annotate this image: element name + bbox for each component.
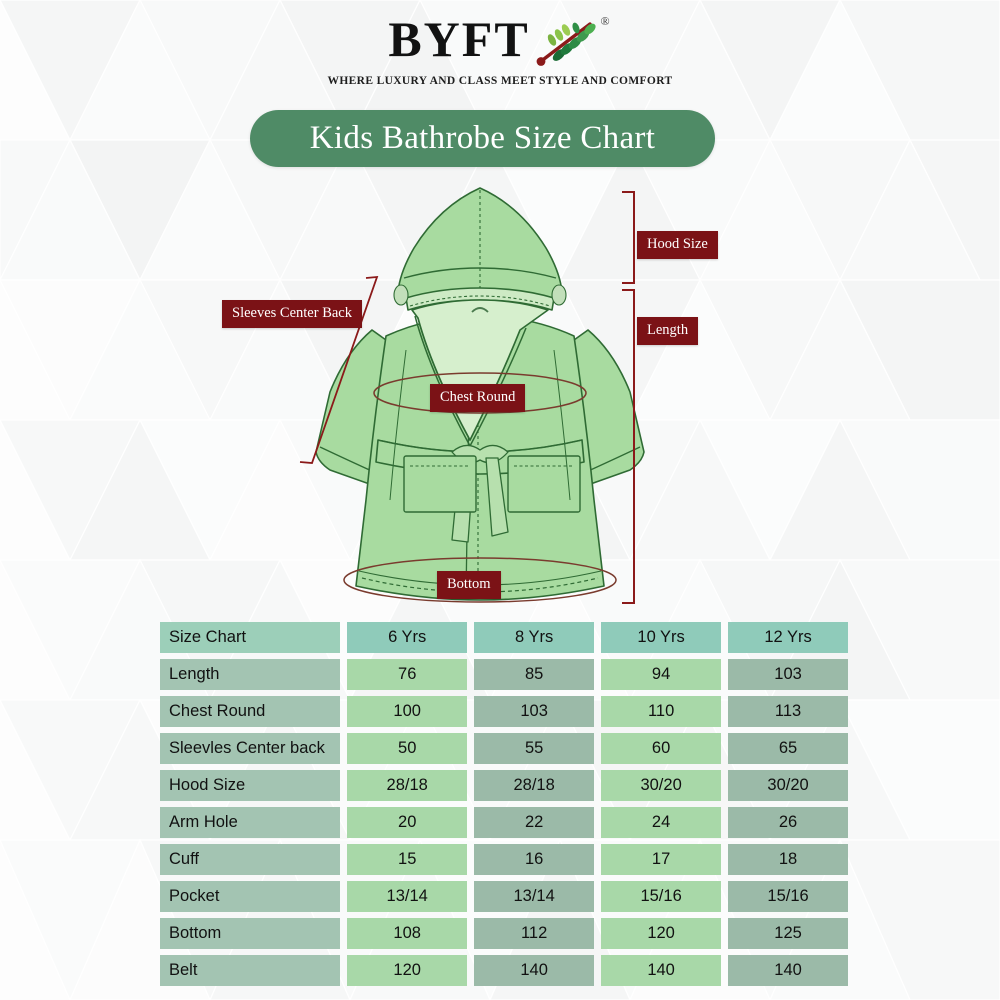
row-label: Bottom: [160, 918, 341, 949]
row-value: 55: [474, 733, 595, 764]
row-label: Pocket: [160, 881, 341, 912]
row-label: Hood Size: [160, 770, 341, 801]
table-row: Belt 120 140 140 140: [160, 955, 849, 986]
sleeves-center-back-bracket: [299, 275, 379, 464]
sleeves-center-back-label: Sleeves Center Back: [222, 300, 362, 328]
header-cell-size-chart: Size Chart: [160, 622, 341, 653]
row-value: 60: [601, 733, 722, 764]
registered-trademark-icon: ®: [600, 14, 610, 28]
bottom-ellipse: [343, 557, 617, 603]
row-value: 28/18: [474, 770, 595, 801]
row-value: 112: [474, 918, 595, 949]
row-value: 140: [601, 955, 722, 986]
length-label: Length: [637, 317, 699, 345]
row-value: 94: [601, 659, 722, 690]
row-value: 15: [347, 844, 468, 875]
row-value: 30/20: [728, 770, 849, 801]
page-title-banner: Kids Bathrobe Size Chart: [250, 110, 715, 167]
row-value: 24: [601, 807, 722, 838]
row-value: 50: [347, 733, 468, 764]
row-value: 113: [728, 696, 849, 727]
row-value: 140: [474, 955, 595, 986]
brand-tagline: WHERE LUXURY AND CLASS MEET STYLE AND CO…: [327, 75, 673, 87]
bathrobe-garment: [315, 187, 645, 601]
row-value: 103: [728, 659, 849, 690]
table-row: Arm Hole 20 22 24 26: [160, 807, 849, 838]
row-value: 28/18: [347, 770, 468, 801]
row-value: 18: [728, 844, 849, 875]
chest-round-ellipse: [373, 372, 587, 414]
table-row: Length 76 85 94 103: [160, 659, 849, 690]
row-value: 125: [728, 918, 849, 949]
header-cell-10-yrs: 10 Yrs: [601, 622, 722, 653]
row-value: 120: [601, 918, 722, 949]
table-header-row: Size Chart 6 Yrs 8 Yrs 10 Yrs 12 Yrs: [160, 622, 849, 653]
row-value: 22: [474, 807, 595, 838]
row-value: 103: [474, 696, 595, 727]
row-value: 13/14: [474, 881, 595, 912]
hood-size-label: Hood Size: [637, 231, 718, 259]
length-bracket: [622, 289, 635, 604]
hood-size-bracket: [622, 191, 635, 284]
header-cell-6-yrs: 6 Yrs: [347, 622, 468, 653]
header-cell-12-yrs: 12 Yrs: [728, 622, 849, 653]
row-value: 17: [601, 844, 722, 875]
row-value: 13/14: [347, 881, 468, 912]
row-value: 15/16: [601, 881, 722, 912]
row-value: 26: [728, 807, 849, 838]
row-value: 76: [347, 659, 468, 690]
bathrobe-illustration: [299, 187, 645, 604]
page-title: Kids Bathrobe Size Chart: [309, 120, 656, 156]
table-row: Hood Size 28/18 28/18 30/20 30/20: [160, 770, 849, 801]
row-label: Length: [160, 659, 341, 690]
row-value: 100: [347, 696, 468, 727]
row-value: 65: [728, 733, 849, 764]
row-value: 30/20: [601, 770, 722, 801]
row-label: Chest Round: [160, 696, 341, 727]
row-value: 15/16: [728, 881, 849, 912]
table-row: Chest Round 100 103 110 113: [160, 696, 849, 727]
brand-header: BYFT ®: [0, 14, 1000, 87]
row-value: 20: [347, 807, 468, 838]
row-value: 108: [347, 918, 468, 949]
header-cell-8-yrs: 8 Yrs: [474, 622, 595, 653]
table-row: Sleevles Center back 50 55 60 65: [160, 733, 849, 764]
brand-name: BYFT: [388, 11, 530, 67]
row-label: Sleevles Center back: [160, 733, 341, 764]
row-label: Belt: [160, 955, 341, 986]
row-value: 85: [474, 659, 595, 690]
bottom-label: Bottom: [437, 571, 501, 599]
chest-round-label: Chest Round: [430, 384, 526, 412]
wheat-branch-icon: ®: [532, 14, 612, 68]
size-chart-table: Size Chart 6 Yrs 8 Yrs 10 Yrs 12 Yrs Len…: [160, 622, 849, 992]
table-row: Bottom 108 112 120 125: [160, 918, 849, 949]
row-value: 120: [347, 955, 468, 986]
row-label: Cuff: [160, 844, 341, 875]
logo: BYFT ®: [0, 14, 1000, 68]
table-row: Cuff 15 16 17 18: [160, 844, 849, 875]
row-value: 16: [474, 844, 595, 875]
table-row: Pocket 13/14 13/14 15/16 15/16: [160, 881, 849, 912]
row-value: 110: [601, 696, 722, 727]
row-value: 140: [728, 955, 849, 986]
row-label: Arm Hole: [160, 807, 341, 838]
